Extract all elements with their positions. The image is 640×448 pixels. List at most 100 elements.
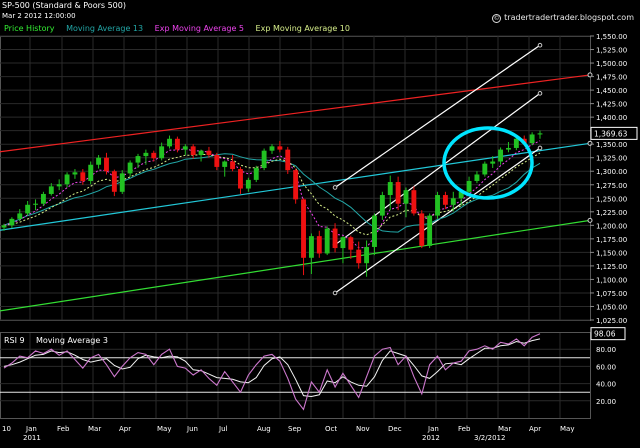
- candle-body: [48, 186, 54, 194]
- rsi-tick-label: 40.00: [596, 381, 616, 389]
- trendlines: [0, 42, 593, 312]
- candle-body: [222, 161, 228, 167]
- moving-average-lines: [3, 140, 541, 249]
- candle-body: [498, 149, 504, 162]
- candle-body: [214, 155, 220, 167]
- price-tick-label: 1,450.00: [596, 87, 627, 95]
- last-price-label: 1,369.63: [590, 126, 638, 140]
- last-price-value: 1,369.63: [594, 129, 628, 138]
- candle-body: [261, 150, 267, 168]
- candle-body: [1, 225, 7, 228]
- candle-body: [253, 167, 259, 180]
- candle-body: [245, 179, 251, 189]
- candle-body: [419, 213, 425, 246]
- time-tick-label: Oct: [325, 425, 337, 433]
- candle-body: [96, 157, 102, 165]
- moving-average-13-line: [3, 153, 541, 233]
- price-tick-label: 1,400.00: [596, 114, 627, 122]
- candle-body: [379, 195, 385, 216]
- rsi-last-value: 98.06: [594, 330, 616, 339]
- time-tick-label: Sep: [288, 425, 302, 433]
- price-tick-label: 1,500.00: [596, 60, 627, 68]
- candle-body: [537, 133, 543, 135]
- time-tick-label: Feb: [57, 425, 70, 433]
- price-tick-label: 1,050.00: [596, 303, 627, 311]
- candle-body: [269, 146, 275, 151]
- candle-body: [88, 164, 94, 181]
- candle-body: [230, 161, 236, 170]
- price-tick-label: 1,100.00: [596, 276, 627, 284]
- candle-body: [442, 195, 448, 205]
- time-tick-label: Apr: [119, 425, 131, 433]
- legend: Price History Moving Average 13 Exp Movi…: [4, 24, 359, 33]
- price-tick-label: 1,025.00: [596, 317, 627, 325]
- candle-body: [427, 215, 433, 246]
- rsi-frame: [0, 332, 591, 419]
- trendline: [0, 74, 591, 153]
- price-tick-label: 1,325.00: [596, 155, 627, 163]
- price-tick-label: 1,200.00: [596, 222, 627, 230]
- candle-body: [387, 182, 393, 196]
- ema-10-line: [3, 152, 541, 236]
- price-tick-label: 1,225.00: [596, 209, 627, 217]
- time-tick-label: Jun: [186, 425, 198, 433]
- ema-5-line: [3, 140, 541, 249]
- candle-body: [56, 184, 62, 187]
- time-tick-label: 2012: [422, 434, 440, 442]
- candle-body: [190, 146, 196, 156]
- candle-body: [513, 138, 519, 148]
- rsi-tick-label: 60.00: [596, 363, 616, 371]
- candle-body: [411, 190, 417, 214]
- price-tick-label: 1,150.00: [596, 249, 627, 257]
- candle-body: [25, 204, 31, 214]
- time-tick-label: 10: [2, 425, 11, 433]
- candle-body: [277, 146, 283, 150]
- last-price-box: [590, 126, 638, 140]
- time-tick-label: 3/2/2012: [474, 434, 505, 442]
- site-watermark: © tradertradertrader.blogspot.com: [492, 13, 634, 23]
- price-tick-label: 1,350.00: [596, 141, 627, 149]
- time-tick-label: 2011: [23, 434, 41, 442]
- candle-body: [127, 162, 133, 174]
- rsi-tick-label: 80.00: [596, 346, 616, 354]
- candle-body: [238, 169, 243, 189]
- trendline-endpoint: [332, 185, 338, 190]
- price-tick-label: 1,125.00: [596, 263, 627, 271]
- time-tick-label: May: [560, 425, 574, 433]
- candle-body: [80, 172, 86, 181]
- candle-body: [40, 193, 46, 204]
- candle-body: [308, 236, 314, 258]
- price-tick-label: 1,275.00: [596, 182, 627, 190]
- candle-body: [64, 174, 70, 185]
- candle-body: [466, 180, 472, 192]
- price-tick-label: 1,425.00: [596, 101, 627, 109]
- candle-body: [111, 171, 117, 192]
- chart-date: Mar 2 2012 12:00:00: [2, 12, 76, 20]
- candle-body: [17, 213, 23, 219]
- candle-body: [316, 236, 322, 254]
- candle-body: [332, 228, 338, 249]
- candle-body: [143, 152, 149, 157]
- time-tick-label: Jan: [25, 425, 37, 433]
- candle-body: [340, 237, 346, 249]
- candle-body: [33, 203, 38, 205]
- price-tick-label: 1,250.00: [596, 195, 627, 203]
- rsi-label: RSI 9: [4, 336, 25, 345]
- time-tick-label: Nov: [356, 425, 370, 433]
- price-tick-label: 1,075.00: [596, 290, 627, 298]
- rsi-last-box: [590, 327, 626, 341]
- trendline-endpoint: [537, 145, 543, 151]
- candle-body: [372, 215, 377, 247]
- candle-body: [182, 146, 188, 150]
- time-tick-label: May: [157, 425, 171, 433]
- time-tick-label: Jul: [218, 425, 228, 433]
- price-tick-label: 1,175.00: [596, 236, 627, 244]
- legend-moving-average-13: Moving Average 13: [66, 24, 144, 33]
- trendline: [334, 44, 541, 188]
- price-axis: 1,550.00 1,525.00 1,500.00 1,475.00 1,450.00…: [590, 33, 627, 325]
- candle-body: [206, 150, 212, 156]
- candle-body: [104, 157, 109, 172]
- legend-price-history: Price History: [4, 24, 55, 33]
- candle-body: [135, 156, 141, 163]
- time-tick-label: Mar: [88, 425, 101, 433]
